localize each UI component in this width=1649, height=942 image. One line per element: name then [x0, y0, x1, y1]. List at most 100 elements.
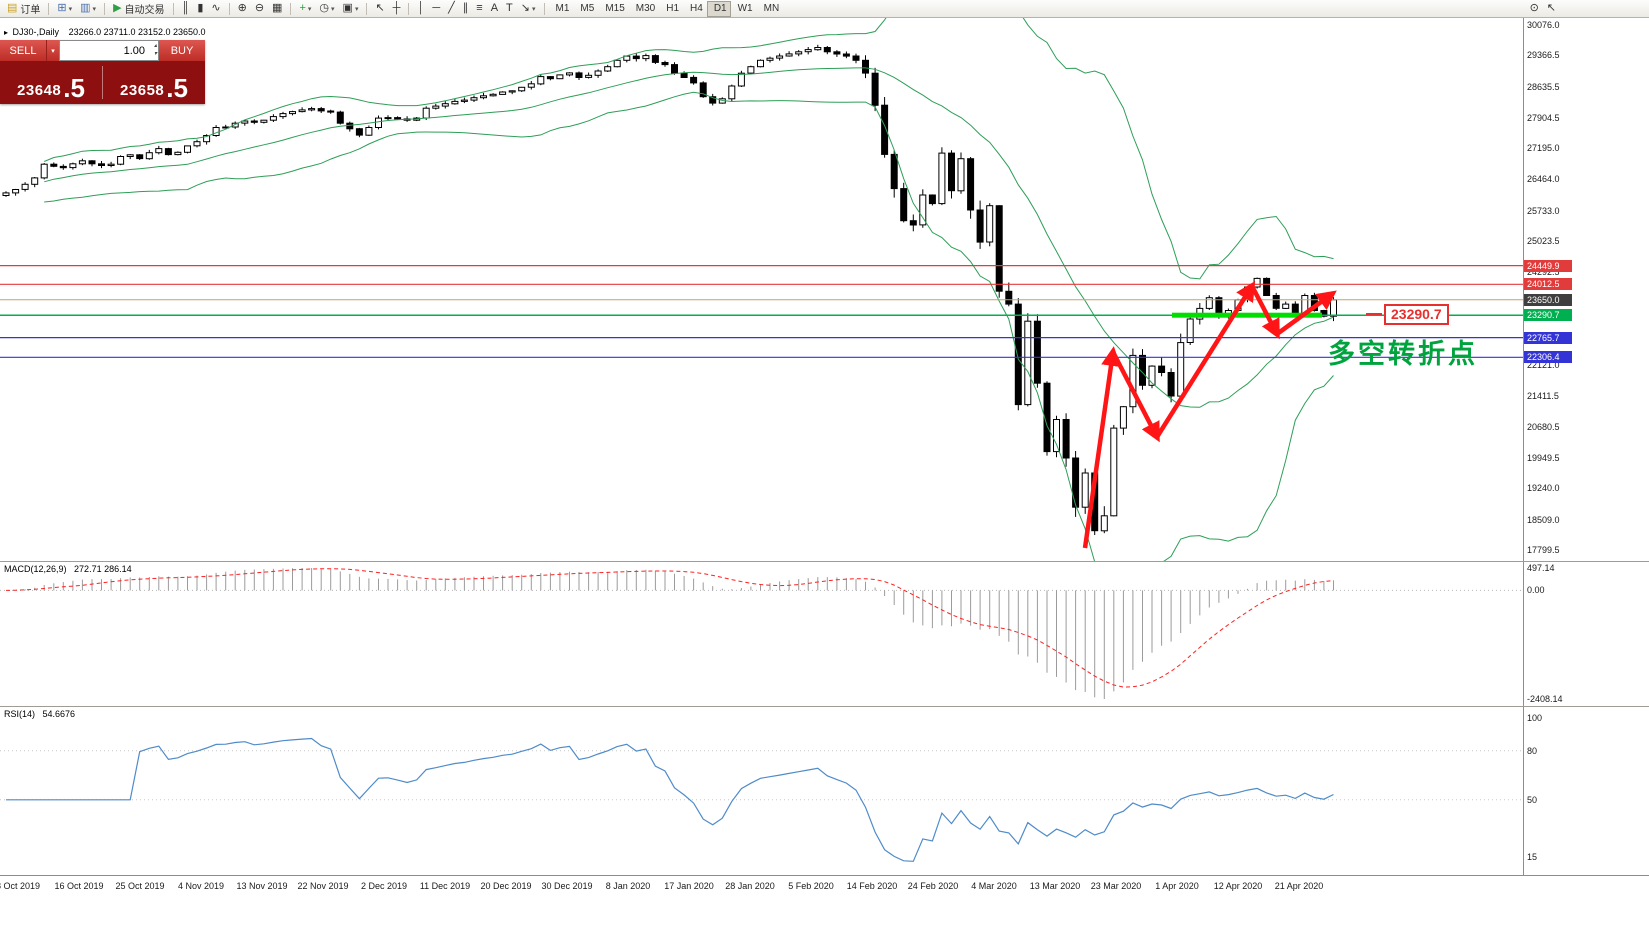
- rsi-tick: 100: [1527, 713, 1543, 723]
- toolbar-equidistant-channel-button[interactable]: ∥: [459, 1, 473, 17]
- toolbar-zoom-in-button[interactable]: ⊕: [234, 1, 251, 17]
- candlestick-chart[interactable]: [0, 18, 1523, 561]
- tf-h4-label: H4: [690, 3, 703, 14]
- crosshair-icon: ┼: [392, 2, 401, 14]
- tf-h1-label: H1: [666, 3, 680, 14]
- rsi-header: RSI(14) 54.6676: [4, 709, 75, 719]
- volume-stepper[interactable]: ▴ ▾: [154, 42, 157, 59]
- toolbar-tf-d1-button[interactable]: D1: [706, 0, 731, 17]
- toolbar-candlestick-chart-button[interactable]: ▮: [193, 1, 207, 17]
- level-callout: 23290.7: [1384, 304, 1449, 325]
- toolbar-tf-h1-button[interactable]: H1: [659, 1, 683, 17]
- macd-tick: 0.00: [1527, 585, 1545, 595]
- turning-point-annotation: 多空转折点: [1328, 339, 1478, 370]
- date-label: 22 Nov 2019: [297, 881, 349, 891]
- charts-window-caret-icon: ▾: [68, 5, 73, 13]
- price-tick: 20680.5: [1527, 422, 1560, 432]
- main-toolbar: ▤ 订单 ⊞ ▾ ▥ ▾ ▶ 自动交易 ║ ▮ ∿ ⊕ ⊖ ▦ + ▾ ◷ ▾ ▣ ▾ ↖ ┼ │ ─ ╱ ∥ ≡ A T ↘ ▾ M1 M5 M…: [0, 0, 1649, 18]
- toolbar-line-chart-button[interactable]: ∿: [207, 1, 224, 17]
- toolbar-separator: [172, 2, 174, 15]
- toolbar-charts-window-button[interactable]: ⊞ ▾: [53, 1, 76, 17]
- date-label: 21 Apr 2020: [1274, 881, 1324, 891]
- sell-button[interactable]: SELL: [0, 40, 46, 61]
- tf-mn-label: MN: [763, 3, 780, 14]
- macd-scale: 497.14 0.00 -2408.14: [1523, 562, 1571, 706]
- price-tick: 24292.5: [1527, 267, 1560, 277]
- toolbar-new-order-button[interactable]: ▤ 订单: [3, 1, 44, 17]
- toolbar-indicators-button[interactable]: + ▾: [295, 1, 315, 17]
- bollinger-bands: [44, 18, 1334, 561]
- macd-panel[interactable]: MACD(12,26,9) 272.71 286.14 497.14 0.00 -2…: [0, 562, 1649, 706]
- sell-price[interactable]: 23648.5: [0, 61, 102, 104]
- price-tick: 19949.5: [1527, 453, 1560, 463]
- tf-m30-label: M30: [635, 3, 656, 14]
- price-tick: 30076.0: [1527, 20, 1560, 30]
- time-axis[interactable]: 8 Oct 2019 16 Oct 2019 25 Oct 2019 4 Nov 20…: [0, 875, 1649, 896]
- periods-icon: ◷: [319, 2, 330, 14]
- vertical-line-icon: │: [417, 2, 425, 14]
- equidistant-channel-icon: ∥: [462, 2, 469, 14]
- toolbar-tf-m5-button[interactable]: M5: [573, 1, 598, 17]
- price-tick: 26464.0: [1527, 174, 1560, 184]
- toolbar-vertical-line-button[interactable]: │: [413, 1, 428, 17]
- price-tick: 25733.0: [1527, 206, 1560, 216]
- templates-icon: ▣: [342, 2, 353, 14]
- price-tick: 27904.5: [1527, 113, 1560, 123]
- date-label: 20 Dec 2019: [480, 881, 532, 891]
- toolbar-tf-m30-button[interactable]: M30: [629, 1, 659, 17]
- volume-dropdown-icon[interactable]: ▾: [46, 40, 59, 61]
- toolbar-autotrading-button[interactable]: ▶ 自动交易: [109, 1, 168, 17]
- volume-input[interactable]: 1.00 ▴ ▾: [59, 40, 159, 61]
- date-label: 25 Oct 2019: [115, 881, 165, 891]
- support-segment[interactable]: [1172, 312, 1322, 318]
- buy-price[interactable]: 23658.5: [103, 61, 205, 104]
- price-chart-panel[interactable]: ▸ DJ30-,Daily 23266.0 23711.0 23152.0 23…: [0, 18, 1649, 561]
- toolbar-text-button[interactable]: A: [487, 1, 502, 17]
- zoom-out-icon: ⊖: [254, 2, 265, 14]
- toolbar-arrows-button[interactable]: ↘ ▾: [517, 1, 540, 17]
- price-tick: 17799.5: [1527, 545, 1560, 555]
- toolbar-horizontal-line-button[interactable]: ─: [428, 1, 444, 17]
- toolbar-templates-button[interactable]: ▣ ▾: [339, 1, 363, 17]
- charts-window-icon: ⊞: [57, 2, 67, 14]
- toolbar-tf-mn-button[interactable]: MN: [757, 1, 784, 17]
- panel-separator[interactable]: [0, 561, 1649, 562]
- toolbar-bar-chart-button[interactable]: ║: [178, 1, 194, 17]
- toolbar-tf-m1-button[interactable]: M1: [549, 1, 574, 17]
- price-tick: 19240.0: [1527, 483, 1560, 493]
- new-order-icon: ▤: [7, 2, 18, 14]
- price-level-badge: 22765.7: [1524, 332, 1572, 344]
- toolbar-grid-button[interactable]: ▦: [268, 1, 286, 17]
- toolbar-text-label-button[interactable]: T: [502, 1, 517, 17]
- periods-caret-icon: ▾: [331, 5, 335, 13]
- pointer-icon: ↖: [1546, 2, 1556, 14]
- toolbar-search-button[interactable]: ⊙: [1526, 1, 1543, 17]
- price-scale[interactable]: 30076.0 29366.5 28635.5 27904.5 27195.0 26464…: [1523, 18, 1572, 561]
- stepper-up-icon[interactable]: ▴: [153, 43, 157, 49]
- stepper-down-icon[interactable]: ▾: [153, 51, 157, 58]
- macd-histogram: [15, 568, 1334, 699]
- buy-price-int: 23658: [120, 82, 165, 99]
- panel-separator[interactable]: [0, 706, 1649, 707]
- price-tick: 22121.0: [1527, 360, 1560, 370]
- toolbar-zoom-out-button[interactable]: ⊖: [251, 1, 268, 17]
- indicators-caret-icon: ▾: [307, 5, 312, 13]
- date-label: 13 Mar 2020: [1029, 881, 1081, 891]
- toolbar-tf-w1-button[interactable]: W1: [731, 1, 757, 17]
- toolbar-crosshair-button[interactable]: ┼: [389, 1, 405, 17]
- indicators-icon: +: [299, 2, 306, 14]
- trend-zigzag-arrows[interactable]: [1082, 280, 1337, 549]
- toolbar-separator: [543, 2, 545, 15]
- horizontal-line-icon: ─: [432, 2, 441, 14]
- arrows-caret-icon: ▾: [531, 5, 536, 13]
- toolbar-cursor-button[interactable]: ↖: [371, 1, 388, 17]
- toolbar-trendline-button[interactable]: ╱: [444, 1, 459, 17]
- rsi-panel[interactable]: RSI(14) 54.6676 100 80 50 15: [0, 707, 1649, 875]
- toolbar-tf-m15-button[interactable]: M15: [598, 1, 628, 17]
- toolbar-periods-button[interactable]: ◷ ▾: [315, 1, 338, 17]
- toolbar-pointer-button[interactable]: ↖: [1543, 1, 1560, 17]
- toolbar-profiles-button[interactable]: ▥ ▾: [76, 1, 100, 17]
- toolbar-tf-h4-button[interactable]: H4: [683, 1, 707, 17]
- buy-button[interactable]: BUY: [159, 40, 205, 61]
- toolbar-fibonacci-button[interactable]: ≡: [472, 1, 486, 17]
